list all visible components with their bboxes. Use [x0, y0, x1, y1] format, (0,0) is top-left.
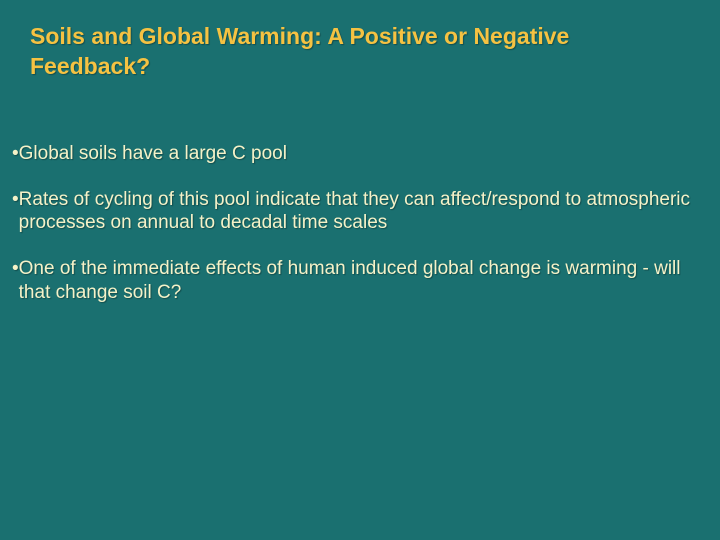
bullet-text: Global soils have a large C pool	[19, 142, 708, 166]
bullet-item: • Rates of cycling of this pool indicate…	[12, 188, 708, 236]
bullet-item: • One of the immediate effects of human …	[12, 257, 708, 305]
slide-title: Soils and Global Warming: A Positive or …	[0, 0, 720, 82]
bullet-text: Rates of cycling of this pool indicate t…	[19, 188, 708, 236]
bullet-text: One of the immediate effects of human in…	[19, 257, 708, 305]
slide-body: • Global soils have a large C pool • Rat…	[0, 82, 720, 305]
bullet-marker: •	[12, 257, 19, 305]
bullet-item: • Global soils have a large C pool	[12, 142, 708, 166]
bullet-marker: •	[12, 188, 19, 236]
bullet-marker: •	[12, 142, 19, 166]
